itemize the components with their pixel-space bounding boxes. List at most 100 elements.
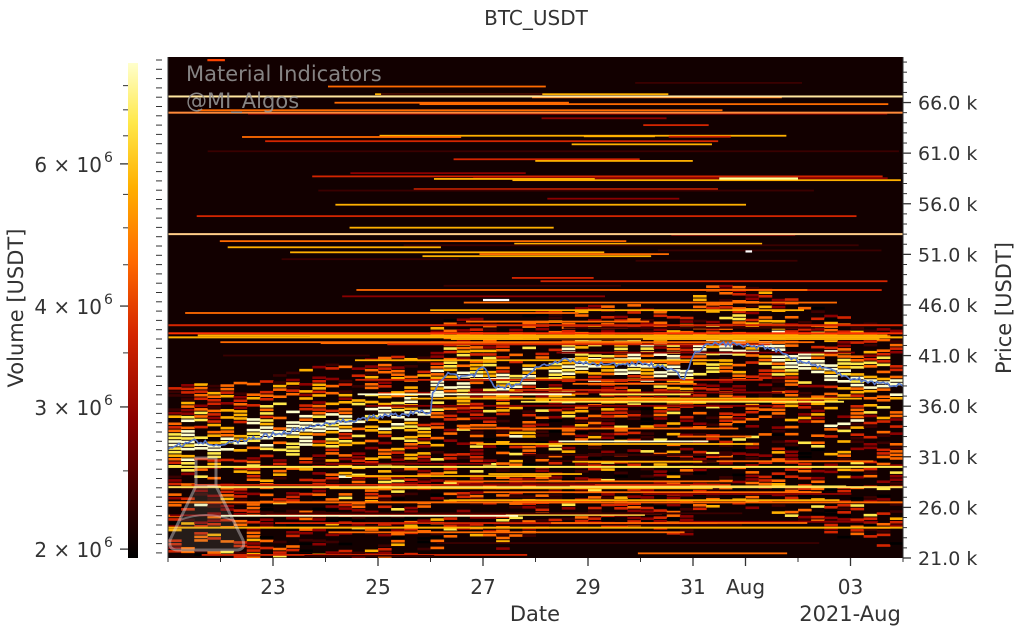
heatmap-cell (758, 372, 773, 376)
heatmap-cell (863, 333, 878, 336)
heatmap-wall (387, 343, 770, 346)
heatmap-cell (627, 449, 641, 452)
heatmap-cell (168, 447, 182, 450)
heatmap-cell (824, 385, 838, 389)
heatmap-wall (476, 443, 754, 445)
heatmap-cell (194, 468, 208, 471)
heatmap-cell (706, 306, 720, 310)
heatmap-cell (588, 421, 602, 425)
heatmap-cell (679, 398, 694, 401)
heatmap-cell (548, 384, 563, 387)
heatmap-cell (469, 363, 484, 367)
heatmap-cell (758, 461, 773, 465)
heatmap-cell (693, 355, 707, 358)
heatmap-cell (338, 493, 353, 496)
heatmap-cell (325, 409, 340, 413)
heatmap-cell (876, 359, 891, 363)
heatmap-cell (627, 371, 641, 374)
heatmap-cell (312, 496, 326, 500)
heatmap-cell (850, 475, 865, 479)
date-tick-label: Aug (726, 575, 765, 599)
heatmap-cell (548, 447, 563, 451)
heatmap-cell (404, 446, 418, 450)
heatmap-cell (693, 394, 707, 397)
heatmap-cell (246, 556, 261, 558)
heatmap-cell (850, 341, 865, 344)
heatmap-cell (496, 518, 510, 522)
heatmap-wall (329, 487, 713, 490)
heatmap-cell (168, 525, 182, 528)
heatmap-cell (378, 385, 392, 388)
heatmap-cell (693, 344, 707, 348)
heatmap-cell (168, 436, 182, 440)
price-tick-label: 26.0 k (918, 497, 977, 519)
heatmap-cell (535, 519, 550, 522)
heatmap-cell (811, 384, 825, 388)
heatmap-cell (483, 338, 497, 342)
heatmap-cell (601, 524, 615, 528)
heatmap-cell (666, 354, 681, 358)
heatmap-cell (207, 388, 221, 391)
date-tick-label: 29 (575, 575, 600, 599)
heatmap-cell (286, 389, 300, 392)
heatmap-cell (496, 348, 510, 352)
heatmap-cell (233, 555, 248, 558)
heatmap-cell (233, 498, 248, 502)
heatmap-cell (522, 505, 536, 509)
heatmap-cell (653, 410, 668, 413)
heatmap-cell (719, 348, 733, 352)
heatmap-cell (588, 510, 602, 513)
heatmap-cell (863, 524, 878, 528)
heatmap-cell (325, 476, 340, 480)
heatmap-cell (325, 441, 340, 445)
heatmap-cell (850, 419, 865, 422)
heatmap-cell (417, 427, 431, 430)
heatmap-cell (351, 427, 366, 431)
heatmap-cell (443, 318, 458, 322)
heatmap-cell (863, 365, 878, 368)
heatmap-cell (207, 512, 221, 515)
heatmap-cell (181, 384, 195, 387)
heatmap-cell (168, 518, 182, 521)
heatmap-cell (469, 388, 484, 392)
heatmap-cell (299, 468, 313, 471)
heatmap-cell (876, 434, 891, 437)
heatmap-wall (168, 111, 903, 114)
heatmap-cell (194, 425, 208, 429)
heatmap-cell (876, 498, 891, 501)
heatmap-cell (496, 398, 510, 402)
heatmap-wall (168, 465, 903, 468)
heatmap-cell (889, 442, 903, 446)
heatmap-cell (824, 350, 838, 353)
heatmap-cell (443, 386, 458, 389)
heatmap-cell (876, 430, 891, 434)
heatmap-cell (706, 504, 720, 508)
heatmap-cell (194, 553, 208, 556)
heatmap-cell (259, 429, 274, 433)
heatmap-cell (338, 507, 353, 510)
heatmap-cell (483, 388, 497, 392)
heatmap-cell (404, 453, 418, 457)
heatmap-cell (273, 434, 287, 437)
heatmap-wall (227, 246, 441, 249)
colorbar-label: Volume [USDT] (4, 229, 28, 388)
heatmap-cell (312, 387, 326, 390)
heatmap-cell (824, 371, 838, 374)
heatmap-cell (863, 535, 878, 538)
heatmap-wall (558, 440, 709, 443)
heatmap-cell (889, 471, 903, 474)
heatmap-cell (469, 424, 484, 427)
heatmap-cell (535, 504, 550, 508)
heatmap-cell (863, 421, 878, 425)
heatmap-cell (837, 468, 851, 472)
heatmap-wall (334, 101, 569, 104)
heatmap-cell (378, 406, 392, 409)
heatmap-cell (417, 476, 431, 480)
date-tick-label: 27 (470, 575, 495, 599)
colorbar-tick-exponent: 6 (104, 535, 113, 551)
heatmap-wall (265, 140, 719, 143)
heatmap-cell (614, 471, 628, 475)
heatmap-wall (354, 359, 727, 362)
heatmap-cell (220, 448, 235, 451)
heatmap-cell (640, 372, 655, 375)
